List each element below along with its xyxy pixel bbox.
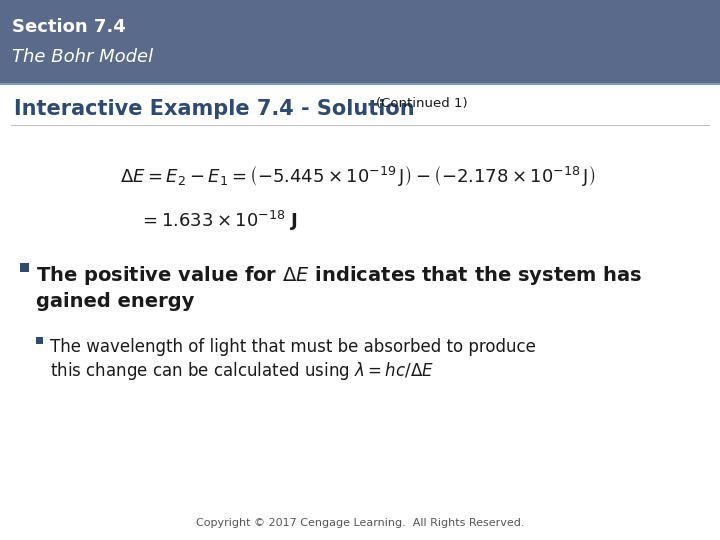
Text: Section 7.4: Section 7.4 xyxy=(12,18,126,36)
FancyBboxPatch shape xyxy=(0,0,720,84)
Text: this change can be calculated using $\lambda = hc/\Delta E$: this change can be calculated using $\la… xyxy=(50,360,434,382)
Text: Interactive Example 7.4 - Solution: Interactive Example 7.4 - Solution xyxy=(14,99,415,119)
Text: Copyright © 2017 Cengage Learning.  All Rights Reserved.: Copyright © 2017 Cengage Learning. All R… xyxy=(196,518,524,528)
Text: $\Delta E = E_2 - E_1 = \left(-5.445 \times 10^{-19}\,\mathrm{J}\right) - \left(: $\Delta E = E_2 - E_1 = \left(-5.445 \ti… xyxy=(120,163,595,188)
Text: The positive value for $\Delta E$ indicates that the system has: The positive value for $\Delta E$ indica… xyxy=(36,264,642,287)
Bar xyxy=(20,262,29,272)
Text: The wavelength of light that must be absorbed to produce: The wavelength of light that must be abs… xyxy=(50,338,536,356)
FancyBboxPatch shape xyxy=(0,84,720,540)
Text: $= 1.633 \times 10^{-18}\ \mathbf{J}$: $= 1.633 \times 10^{-18}\ \mathbf{J}$ xyxy=(138,208,297,233)
Text: (Continued 1): (Continued 1) xyxy=(376,97,467,110)
Text: The Bohr Model: The Bohr Model xyxy=(12,48,153,66)
Text: gained energy: gained energy xyxy=(36,292,194,310)
Bar xyxy=(36,337,43,343)
